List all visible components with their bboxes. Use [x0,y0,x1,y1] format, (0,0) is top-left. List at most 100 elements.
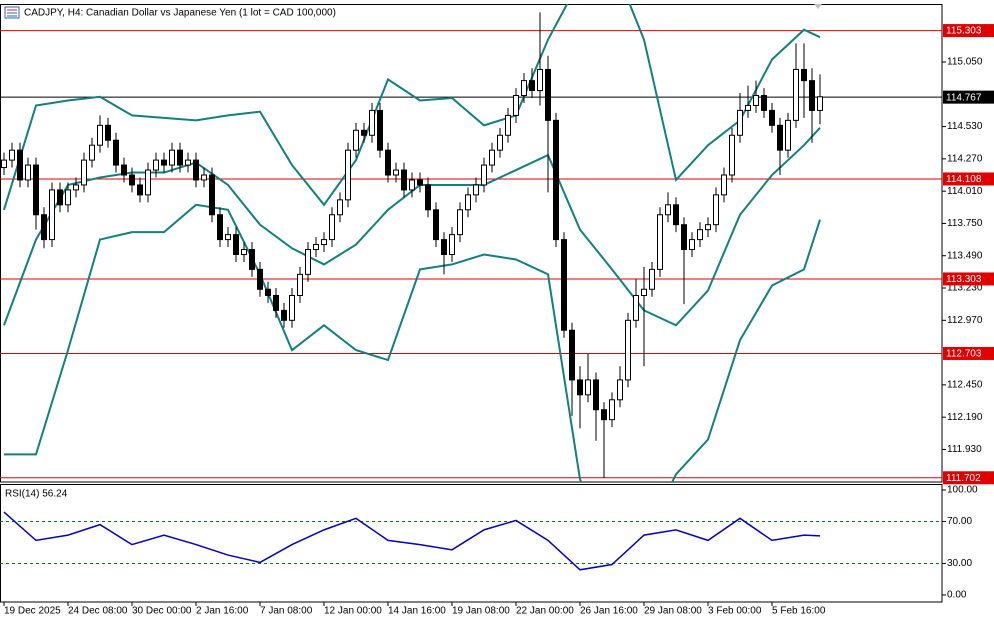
candle-body [401,169,407,191]
candle-body [641,288,647,296]
rsi-plot [0,511,942,571]
candle-body [281,309,287,321]
candle-body [689,239,695,251]
candle-body [793,68,799,121]
candle-body [777,124,783,151]
level-tag [943,90,994,104]
candle-body [441,239,447,255]
candle-body [25,164,31,181]
candle-body [305,249,311,275]
candle-body [241,249,247,255]
y-tick-label: 112.970 [947,315,983,326]
candle-body [385,149,391,176]
candle-body [73,184,79,191]
candle-body [113,139,119,166]
y-tick-label: 113.750 [947,218,983,229]
candle-body [233,234,239,255]
x-tick-label: 24 Dec 08:00 [68,606,128,617]
candle-body [217,214,223,241]
candle-body [249,249,255,270]
candle-body [609,399,615,421]
candle-body [465,194,471,211]
candle-body [713,194,719,226]
candle-body [89,144,95,161]
candle-body [649,268,655,290]
candle-body [425,184,431,211]
level-tag [943,272,994,286]
candle-body [49,189,55,241]
y-tick-label: 114.530 [947,121,983,132]
x-tick-label: 29 Jan 08:00 [644,606,702,617]
candle-body [785,119,791,151]
candle-body [761,95,767,111]
y-tick-label: 114.270 [947,154,983,165]
candle-body [681,224,687,251]
level-label: 114.108 [946,174,982,185]
candle-body [577,379,583,396]
candle-body [633,294,639,321]
candle-body [265,288,271,296]
x-tick-label: 12 Jan 00:00 [324,606,382,617]
candle-body [225,234,231,241]
rsi-tick-label: 30.00 [947,558,972,569]
level-label: 111.702 [946,473,981,484]
level-tag [943,172,994,186]
candle-body [489,149,495,166]
candle-body [129,174,135,186]
candle-body [1,159,7,169]
candle-body [665,204,671,216]
candle-body [185,159,191,166]
candle-body [33,164,39,216]
candle-body [705,224,711,231]
candle-body [737,109,743,136]
candle-body [809,80,815,111]
candle-body [817,96,823,111]
candle-body [617,379,623,401]
candle-body [361,129,367,136]
candle-body [449,234,455,255]
candle-body [297,273,303,296]
x-tick-label: 7 Jan 08:00 [260,606,313,617]
candle-body [17,149,23,181]
price-plot [0,4,942,482]
candle-body [369,109,375,136]
candle-body [377,109,383,151]
indicator-line [4,203,821,482]
candle-body [337,199,343,216]
candle-body [137,184,143,196]
candle-body [169,149,175,166]
y-tick-label: 112.190 [947,412,983,423]
chart-title: CADJPY, H4: Canadian Dollar vs Japanese … [24,8,336,19]
indicator-line [3,511,821,571]
rsi-tick-label: 100.00 [947,485,978,496]
candle-body [321,239,327,246]
candle-body [201,174,207,181]
x-tick-label: 22 Jan 00:00 [516,606,574,617]
candle-body [521,80,527,97]
y-tick-label: 114.010 [947,186,983,197]
candle-body [329,214,335,241]
candle-body [457,209,463,236]
candle-body [721,174,727,196]
candle-body [801,68,807,82]
candle-body [353,129,359,151]
candle-body [209,174,215,216]
x-tick-label: 30 Dec 00:00 [132,606,192,617]
candle-body [745,104,751,111]
candle-body [433,209,439,241]
candle-body [193,159,199,181]
candle-body [153,159,159,171]
candle-body [481,164,487,186]
candle-body [497,134,503,151]
x-tick-label: 3 Feb 00:00 [708,606,762,617]
y-tick-label: 111.930 [947,444,982,455]
candle-body [625,319,631,381]
candle-body [673,204,679,226]
x-tick-label: 19 Dec 2025 [4,606,61,617]
candle-body [593,379,599,411]
level-label: 113.303 [946,274,982,285]
level-tag [943,346,994,360]
candle-body [473,184,479,196]
candle-body [145,169,151,196]
candle-body [97,124,103,146]
